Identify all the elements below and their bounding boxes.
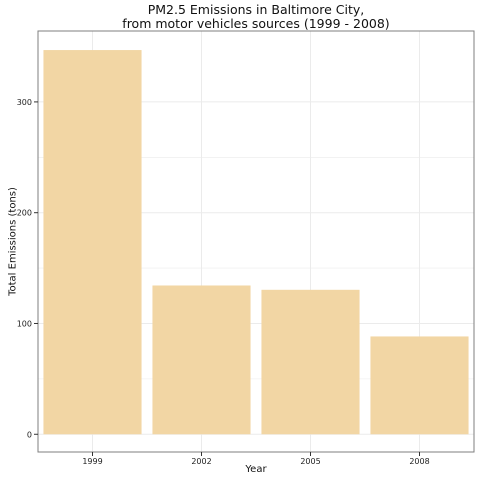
y-tick-label: 300 — [17, 98, 32, 107]
x-axis-label: Year — [245, 464, 267, 475]
bar-2008 — [370, 336, 469, 435]
bar-2002 — [152, 285, 251, 435]
bar-2005 — [261, 289, 360, 435]
y-tick-label: 0 — [27, 430, 32, 439]
x-tick-label: 2008 — [409, 457, 429, 466]
y-axis-label: Total Emissions (tons) — [7, 187, 19, 296]
y-tick-label: 100 — [17, 319, 32, 328]
y-tick-label: 200 — [17, 209, 32, 218]
x-tick-label: 2005 — [300, 457, 320, 466]
chart-title-line2: from motor vehicles sources (1999 - 2008… — [122, 16, 390, 31]
bar-1999 — [43, 50, 142, 435]
chart-title-line1: PM2.5 Emissions in Baltimore City, — [147, 2, 365, 17]
x-tick-label: 2002 — [191, 457, 211, 466]
x-tick-label: 1999 — [82, 457, 102, 466]
panel-border — [37, 30, 475, 453]
